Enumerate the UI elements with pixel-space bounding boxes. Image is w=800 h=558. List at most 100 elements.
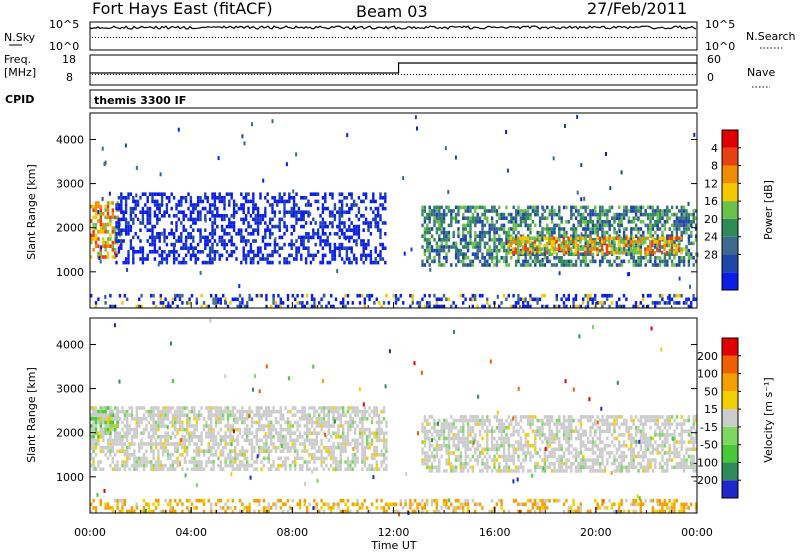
power-echo-cell: [522, 298, 524, 302]
power-echo-cell: [402, 176, 404, 180]
velocity-echo-cell: [210, 446, 212, 450]
power-echo-cell: [135, 214, 137, 218]
velocity-echo-cell: [308, 442, 310, 446]
velocity-echo-cell: [352, 453, 354, 457]
power-echo-cell: [587, 220, 589, 224]
power-echo-cell: [690, 252, 692, 256]
power-echo-cell: [159, 218, 161, 222]
velocity-echo-cell: [253, 446, 255, 450]
nsearch-dot: [218, 37, 219, 38]
power-echo-cell: [484, 231, 486, 235]
power-echo-cell: [295, 210, 297, 214]
power-echo-cell: [118, 250, 120, 254]
velocity-echo-cell: [421, 440, 423, 444]
power-echo-cell: [130, 207, 132, 211]
velocity-echo-cell: [385, 467, 387, 471]
velocity-echo-cell: [196, 417, 198, 421]
power-echo-cell: [255, 218, 257, 222]
power-echo-cell: [594, 206, 596, 210]
power-echo-cell: [95, 212, 97, 216]
nave-dot: [332, 74, 333, 75]
velocity-echo-cell: [215, 417, 217, 421]
velocity-echo-cell: [152, 453, 154, 457]
power-echo-cell: [438, 234, 440, 238]
velocity-echo-cell: [426, 419, 428, 423]
velocity-echo-cell: [277, 410, 279, 414]
power-echo-cell: [187, 192, 189, 196]
velocity-echo-cell: [368, 467, 370, 471]
nave-tick-top: 60: [707, 53, 721, 66]
velocity-echo-cell: [342, 431, 344, 435]
nsearch-dot: [197, 37, 198, 38]
power-cbar-segment: [722, 219, 738, 237]
power-echo-cell: [192, 218, 194, 222]
power-echo-cell: [166, 254, 168, 258]
power-echo-cell: [336, 232, 338, 236]
power-echo-cell: [160, 298, 162, 302]
velocity-echo-cell: [164, 413, 166, 417]
power-echo-cell: [474, 209, 476, 213]
power-echo-cell: [522, 240, 524, 244]
power-echo-cell: [280, 301, 282, 305]
power-echo-cell: [118, 221, 120, 225]
power-echo-cell: [247, 225, 249, 229]
power-echo-cell: [240, 232, 242, 236]
power-echo-cell: [125, 203, 127, 207]
power-echo-cell: [130, 239, 132, 243]
power-echo-cell: [486, 216, 488, 220]
nsearch-dot: [260, 37, 261, 38]
velocity-echo-cell: [292, 439, 294, 443]
power-echo-cell: [529, 213, 531, 217]
power-echo-cell: [639, 251, 641, 255]
velocity-echo-cell: [188, 435, 190, 439]
power-echo-cell: [257, 218, 259, 222]
power-echo-cell: [283, 232, 285, 236]
velocity-echo-cell: [251, 453, 253, 457]
velocity-echo-cell: [155, 439, 157, 443]
power-echo-cell: [207, 200, 209, 204]
nsearch-dot: [239, 37, 240, 38]
velocity-echo-cell: [92, 417, 94, 421]
velocity-echo-cell: [229, 457, 231, 461]
power-echo-cell: [644, 251, 646, 255]
nsearch-dot: [497, 37, 498, 38]
velocity-echo-cell: [155, 446, 157, 450]
power-echo-cell: [255, 214, 257, 218]
power-echo-cell: [642, 256, 644, 260]
velocity-echo-cell: [203, 417, 205, 421]
power-echo-cell: [649, 251, 651, 255]
power-cbar-label: Power [dB]: [762, 180, 775, 240]
power-echo-cell: [185, 196, 187, 200]
velocity-echo-cell: [344, 442, 346, 446]
power-echo-cell: [681, 206, 683, 210]
power-echo-cell: [508, 220, 510, 224]
power-echo-cell: [250, 261, 252, 265]
velocity-echo-cell: [330, 453, 332, 457]
power-echo-cell: [445, 146, 447, 150]
velocity-echo-cell: [184, 442, 186, 446]
power-echo-cell: [558, 206, 560, 210]
velocity-echo-cell: [229, 410, 231, 414]
velocity-echo-cell: [212, 406, 214, 410]
velocity-echo-cell: [306, 464, 308, 468]
power-echo-cell: [498, 238, 500, 242]
velocity-echo-cell: [268, 428, 270, 432]
power-echo-cell: [317, 250, 319, 254]
velocity-echo-cell: [284, 435, 286, 439]
power-echo-cell: [163, 214, 165, 218]
power-echo-cell: [224, 300, 226, 304]
nsearch-dot: [476, 37, 477, 38]
power-echo-cell: [460, 249, 462, 253]
power-echo-cell: [97, 219, 99, 223]
power-echo-cell: [534, 209, 536, 213]
power-echo-cell: [640, 245, 642, 249]
power-echo-cell: [683, 227, 685, 231]
power-echo-cell: [429, 245, 431, 249]
power-echo-cell: [95, 241, 97, 245]
power-echo-cell: [235, 257, 237, 261]
power-echo-cell: [175, 250, 177, 254]
power-echo-cell: [673, 244, 675, 248]
nave-dot: [284, 74, 285, 75]
power-echo-cell: [178, 128, 180, 132]
nave-dot: [530, 74, 531, 75]
